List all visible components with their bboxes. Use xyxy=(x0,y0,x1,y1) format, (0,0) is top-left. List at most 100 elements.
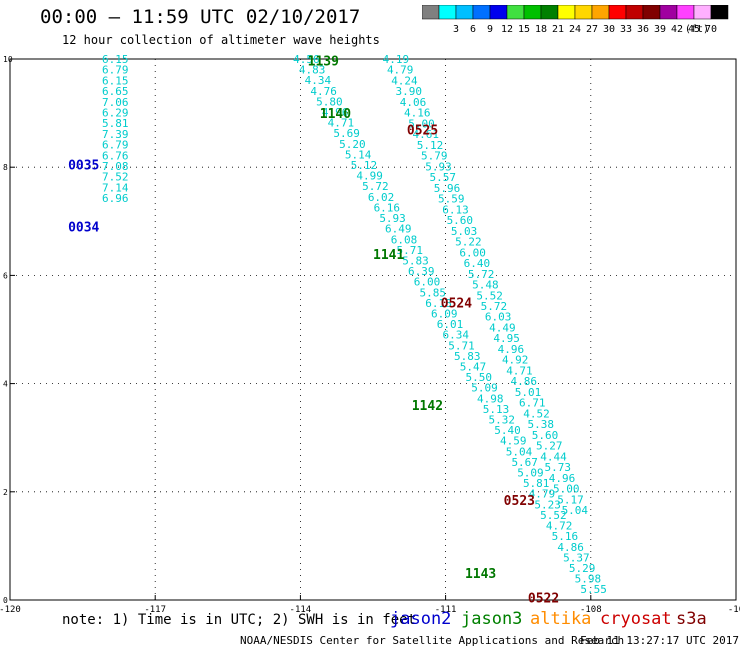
wave-height-value: 5.12 xyxy=(351,159,378,172)
pass-time-label: 0035 xyxy=(68,158,99,173)
wave-height-value: 4.71 xyxy=(506,364,532,377)
legend-tick-label: 21 xyxy=(552,24,564,35)
wave-height-value: 6.79 xyxy=(102,139,128,152)
wave-height-value: 6.00 xyxy=(414,276,441,289)
legend-tick-label: 36 xyxy=(637,24,649,35)
legend-tick-label: 12 xyxy=(501,24,513,35)
wave-height-value: 4.86 xyxy=(557,541,584,554)
x-tick-label: -117 xyxy=(144,605,166,615)
pass-time-label: 0523 xyxy=(504,494,535,509)
legend-jason2: jason2 xyxy=(390,609,452,629)
wave-height-value: 5.17 xyxy=(557,493,584,506)
wave-height-value: 4.83 xyxy=(299,64,326,77)
wave-height-value: 6.09 xyxy=(431,307,458,320)
wave-height-value: 5.14 xyxy=(345,148,372,161)
wave-height-value: 5.93 xyxy=(379,212,406,225)
wave-height-value: 6.34 xyxy=(443,329,470,342)
wave-height-value: 4.19 xyxy=(383,53,410,66)
wave-height-value: 6.02 xyxy=(368,191,395,204)
wave-height-value: 5.96 xyxy=(434,182,461,195)
wave-height-value: 5.20 xyxy=(339,138,366,151)
pass-time-label: 1143 xyxy=(465,567,496,582)
wave-height-value: 4.96 xyxy=(322,106,349,119)
wave-height-value: 5.00 xyxy=(408,117,435,130)
wave-height-value: 5.79 xyxy=(421,150,448,163)
wave-height-value: 4.96 xyxy=(549,472,576,485)
pass-time-label: 0524 xyxy=(441,296,472,311)
wave-height-value: 6.00 xyxy=(459,246,486,259)
wave-height-value: 6.08 xyxy=(391,233,418,246)
map-subtitle: 12 hour collection of altimeter wave hei… xyxy=(62,33,380,47)
wave-height-value: 4.79 xyxy=(529,488,556,501)
wave-height-value: 6.71 xyxy=(519,397,546,410)
wave-height-value: 5.60 xyxy=(532,429,559,442)
x-tick-label: -108 xyxy=(580,605,602,615)
wave-height-value: 5.38 xyxy=(527,418,554,431)
wave-height-value: 4.71 xyxy=(328,117,355,130)
legend-cryosat: cryosat xyxy=(600,609,672,629)
footer-note: note: 1) Time is in UTC; 2) SWH is in fe… xyxy=(62,612,417,628)
wave-height-value: 7.14 xyxy=(102,181,129,194)
legend-tick-label: 42 xyxy=(671,24,683,35)
wave-height-value: 6.49 xyxy=(385,223,412,236)
wave-height-value: 5.03 xyxy=(451,225,478,238)
wave-height-value: 5.09 xyxy=(471,382,498,395)
footer-timestamp: Feb 11 13:27:17 UTC 2017 xyxy=(580,634,739,647)
wave-height-value: 6.15 xyxy=(102,74,128,87)
wave-height-value: 5.16 xyxy=(552,530,579,543)
wave-height-value: 6.65 xyxy=(102,85,128,98)
pass-time-label: 1141 xyxy=(373,248,404,263)
wave-height-value: 6.18 xyxy=(425,297,452,310)
wave-height-value: 4.98 xyxy=(477,392,504,405)
wave-height-value: 5.81 xyxy=(523,477,550,490)
legend-tick-label: 24 xyxy=(569,24,581,35)
wave-height-value: 5.98 xyxy=(575,573,602,586)
wave-height-value: 4.99 xyxy=(356,170,383,183)
wave-height-value: 5.40 xyxy=(494,424,520,437)
legend-jason3: jason3 xyxy=(461,609,523,629)
wave-height-value: 5.52 xyxy=(476,289,503,302)
wave-height-value: 6.76 xyxy=(102,149,128,162)
wave-height-value: 5.52 xyxy=(540,509,567,522)
wave-height-value: 4.16 xyxy=(404,107,431,120)
y-tick-label: 2 xyxy=(3,488,8,497)
wave-height-value: 5.23 xyxy=(534,498,561,511)
wave-height-value: 5.83 xyxy=(454,350,481,363)
wave-height-value: 4.34 xyxy=(305,74,332,87)
map-title: 00:00 – 11:59 UTC 02/10/2017 xyxy=(40,6,361,28)
pass-time-label: 1140 xyxy=(320,107,351,122)
legend-tick-label: 70 xyxy=(705,24,717,35)
wave-height-value: 7.06 xyxy=(102,96,128,109)
wave-height-value: 5.04 xyxy=(562,504,589,517)
legend-s3a: s3a xyxy=(676,609,707,629)
legend-unit: (ft) xyxy=(685,24,709,35)
wave-height-value: 5.83 xyxy=(402,254,429,267)
x-tick-label: -120 xyxy=(0,605,21,615)
wave-height-value: 5.71 xyxy=(397,244,424,257)
y-tick-label: 0 xyxy=(3,596,8,605)
wave-height-value: 6.15 xyxy=(102,53,128,66)
wave-height-value: 4.72 xyxy=(546,520,573,533)
wave-height-value: 5.22 xyxy=(455,236,482,249)
wave-height-value: 4.96 xyxy=(498,343,525,356)
pass-time-label: 1142 xyxy=(412,399,443,414)
legend-tick-label: 27 xyxy=(586,24,598,35)
wave-height-value: 5.73 xyxy=(545,461,572,474)
wave-height-value: 4.76 xyxy=(310,85,337,98)
pass-time-label: 0525 xyxy=(407,123,438,138)
wave-height-value: 5.29 xyxy=(569,562,596,575)
legend-tick-label: 6 xyxy=(470,24,476,35)
wave-height-value: 5.85 xyxy=(420,286,447,299)
wave-height-value: 5.81 xyxy=(102,117,128,130)
wave-height-value: 4.92 xyxy=(502,354,529,367)
wave-height-value: 4.44 xyxy=(540,450,567,463)
wave-height-value: 6.40 xyxy=(464,257,491,270)
legend-tick-label: 15 xyxy=(518,24,530,35)
wave-height-value: 6.79 xyxy=(102,64,128,77)
wave-height-value: 3.90 xyxy=(395,85,422,98)
wave-height-value: 4.59 xyxy=(500,435,527,448)
wave-height-value: 5.13 xyxy=(483,403,510,416)
wave-height-value: 5.55 xyxy=(580,583,607,596)
legend-tick-label: 45 xyxy=(688,24,700,35)
